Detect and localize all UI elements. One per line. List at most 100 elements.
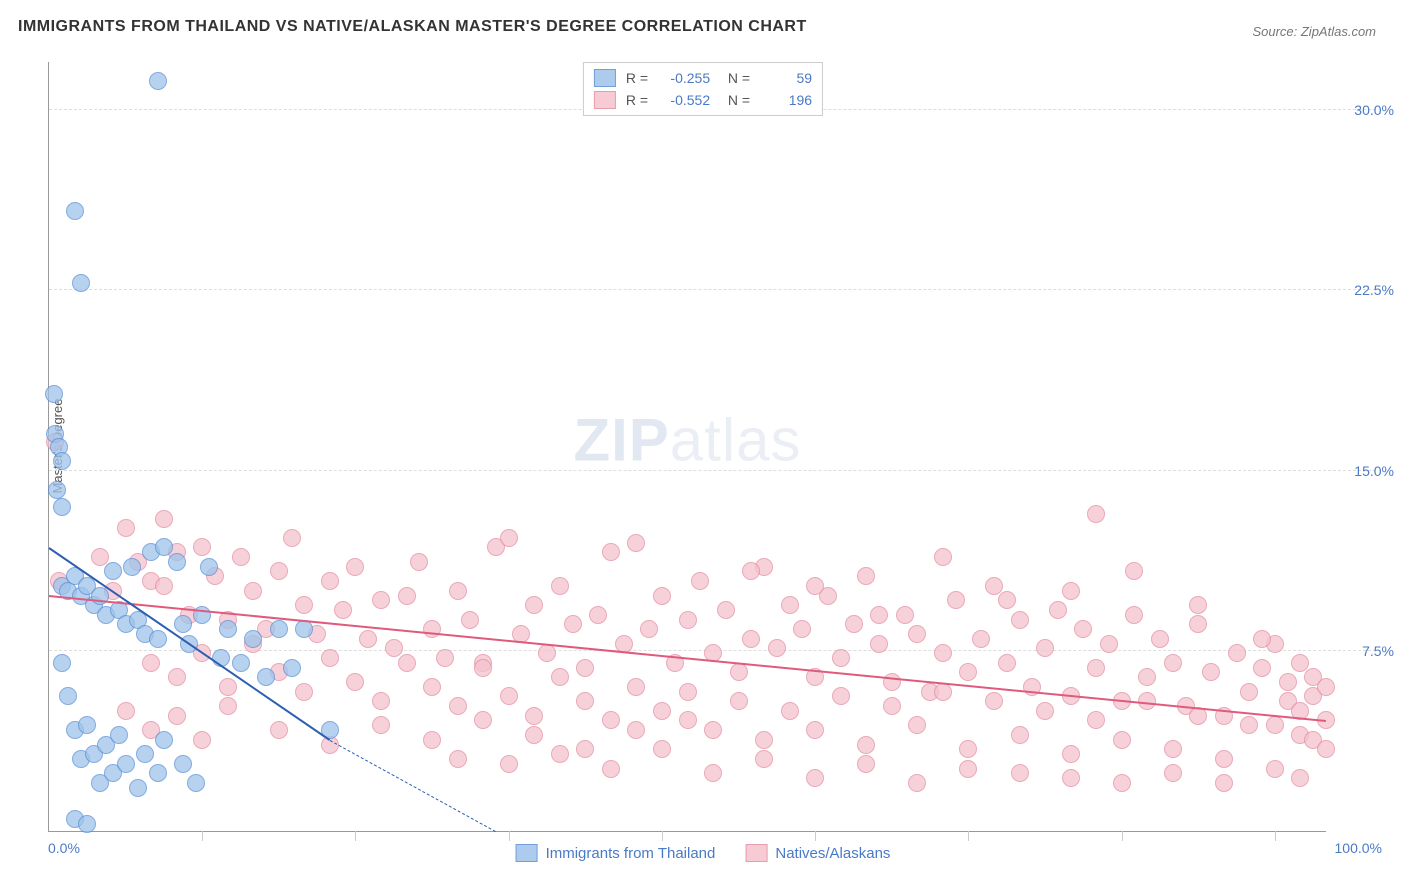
data-point bbox=[346, 558, 364, 576]
legend-item-blue: Immigrants from Thailand bbox=[516, 844, 716, 862]
data-point bbox=[398, 587, 416, 605]
data-point bbox=[474, 711, 492, 729]
data-point bbox=[346, 673, 364, 691]
plot-area: ZIPatlas bbox=[48, 62, 1326, 832]
watermark-zip: ZIP bbox=[573, 406, 669, 473]
data-point bbox=[1164, 740, 1182, 758]
data-point bbox=[359, 630, 377, 648]
data-point bbox=[934, 548, 952, 566]
data-point bbox=[1279, 673, 1297, 691]
data-point bbox=[1113, 774, 1131, 792]
data-point bbox=[149, 630, 167, 648]
data-point bbox=[908, 716, 926, 734]
data-point bbox=[908, 774, 926, 792]
data-point bbox=[295, 620, 313, 638]
data-point bbox=[155, 510, 173, 528]
tick-v bbox=[355, 831, 356, 841]
tick-v bbox=[662, 831, 663, 841]
data-point bbox=[1125, 606, 1143, 624]
data-point bbox=[1036, 639, 1054, 657]
data-point bbox=[1100, 635, 1118, 653]
data-point bbox=[998, 591, 1016, 609]
data-point bbox=[123, 558, 141, 576]
data-point bbox=[793, 620, 811, 638]
data-point bbox=[321, 572, 339, 590]
data-point bbox=[449, 582, 467, 600]
data-point bbox=[934, 644, 952, 662]
data-point bbox=[436, 649, 454, 667]
tick-v bbox=[968, 831, 969, 841]
tick-v bbox=[509, 831, 510, 841]
data-point bbox=[117, 702, 135, 720]
data-point bbox=[1189, 615, 1207, 633]
data-point bbox=[896, 606, 914, 624]
gridline-h bbox=[49, 470, 1376, 471]
swatch-blue bbox=[594, 69, 616, 87]
data-point bbox=[653, 587, 671, 605]
data-point bbox=[742, 630, 760, 648]
r-value-blue: -0.255 bbox=[654, 70, 710, 86]
data-point bbox=[1087, 505, 1105, 523]
data-point bbox=[155, 731, 173, 749]
data-point bbox=[755, 750, 773, 768]
data-point bbox=[136, 745, 154, 763]
data-point bbox=[959, 740, 977, 758]
data-point bbox=[270, 620, 288, 638]
data-point bbox=[781, 702, 799, 720]
source-attribution: Source: ZipAtlas.com bbox=[1252, 24, 1376, 39]
data-point bbox=[576, 740, 594, 758]
data-point bbox=[589, 606, 607, 624]
x-tick-label: 0.0% bbox=[48, 840, 80, 856]
data-point bbox=[168, 668, 186, 686]
y-tick-label: 15.0% bbox=[1354, 463, 1394, 479]
data-point bbox=[1164, 764, 1182, 782]
data-point bbox=[78, 716, 96, 734]
data-point bbox=[883, 673, 901, 691]
n-value-pink: 196 bbox=[756, 92, 812, 108]
data-point bbox=[781, 596, 799, 614]
data-point bbox=[174, 755, 192, 773]
data-point bbox=[551, 577, 569, 595]
data-point bbox=[998, 654, 1016, 672]
data-point bbox=[1087, 711, 1105, 729]
data-point bbox=[525, 596, 543, 614]
data-point bbox=[334, 601, 352, 619]
data-point bbox=[1036, 702, 1054, 720]
data-point bbox=[538, 644, 556, 662]
data-point bbox=[193, 731, 211, 749]
data-point bbox=[1215, 750, 1233, 768]
data-point bbox=[48, 481, 66, 499]
n-label: N = bbox=[720, 70, 750, 86]
data-point bbox=[1138, 668, 1156, 686]
data-point bbox=[1266, 716, 1284, 734]
data-point bbox=[832, 687, 850, 705]
swatch-pink bbox=[594, 91, 616, 109]
data-point bbox=[244, 630, 262, 648]
data-point bbox=[372, 716, 390, 734]
data-point bbox=[200, 558, 218, 576]
data-point bbox=[1317, 740, 1335, 758]
data-point bbox=[947, 591, 965, 609]
legend-row-pink: R = -0.552 N = 196 bbox=[594, 89, 812, 111]
data-point bbox=[168, 707, 186, 725]
data-point bbox=[1215, 774, 1233, 792]
data-point bbox=[627, 678, 645, 696]
data-point bbox=[576, 659, 594, 677]
data-point bbox=[78, 815, 96, 833]
data-point bbox=[257, 668, 275, 686]
data-point bbox=[232, 654, 250, 672]
data-point bbox=[500, 755, 518, 773]
data-point bbox=[1125, 562, 1143, 580]
data-point bbox=[1049, 601, 1067, 619]
swatch-pink bbox=[745, 844, 767, 862]
data-point bbox=[193, 538, 211, 556]
data-point bbox=[640, 620, 658, 638]
data-point bbox=[717, 601, 735, 619]
data-point bbox=[972, 630, 990, 648]
data-point bbox=[66, 202, 84, 220]
data-point bbox=[679, 683, 697, 701]
data-point bbox=[295, 683, 313, 701]
data-point bbox=[1011, 764, 1029, 782]
data-point bbox=[551, 668, 569, 686]
data-point bbox=[321, 649, 339, 667]
